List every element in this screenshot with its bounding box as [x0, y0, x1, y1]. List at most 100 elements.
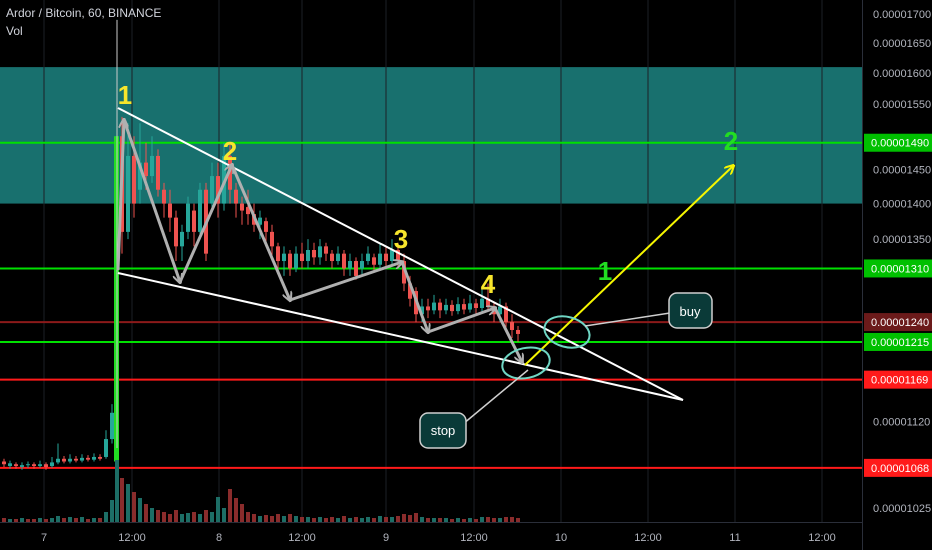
candle-body-74 [444, 304, 448, 311]
candle-body-11 [68, 458, 72, 462]
volume-bar-40 [240, 504, 244, 522]
buy-callout-label: buy [680, 304, 701, 319]
volume-indicator-label[interactable]: Vol [6, 24, 23, 38]
wave-arrow-0 [116, 120, 124, 271]
symbol-title[interactable]: Ardor / Bitcoin, 60, BINANCE [6, 6, 162, 20]
volume-bar-70 [420, 517, 424, 522]
candle-body-52 [312, 249, 316, 258]
wave-label-2: 3 [394, 224, 408, 254]
volume-bar-80 [480, 517, 484, 522]
candle-body-29 [174, 217, 178, 247]
chart-canvas: buy stop 1 2 3 4 1 2 [0, 0, 862, 522]
candle-body-46 [276, 246, 280, 262]
time-tick-5: 12:00 [460, 532, 488, 544]
wave-arrow-6 [427, 308, 495, 334]
candle-body-3 [20, 465, 24, 467]
volume-bar-15 [92, 518, 96, 522]
volume-bar-66 [396, 516, 400, 522]
stop-callout-box [419, 412, 467, 449]
price-tick-6: 0.00001400 [873, 199, 931, 211]
volume-bar-23 [138, 498, 142, 522]
candle-body-12 [74, 458, 78, 461]
candle-body-10 [62, 458, 66, 462]
price-tick-12: 0.00001120 [873, 416, 930, 428]
price-tag-bg-0 [864, 133, 932, 152]
volume-bar-72 [432, 518, 436, 522]
candle-body-6 [38, 464, 42, 467]
volume-bar-71 [426, 518, 430, 522]
candle-body-24 [144, 162, 148, 177]
volume-bar-63 [378, 516, 382, 522]
candle-body-23 [138, 162, 142, 190]
price-tag-bg-3 [864, 332, 932, 351]
volume-bar-81 [486, 517, 490, 522]
price-tag-bg-4 [864, 370, 932, 389]
price-tag-3: 0.00001215 [871, 337, 929, 349]
projection-arrow [524, 166, 733, 366]
volume-bar-18 [110, 500, 114, 522]
candle-body-51 [306, 249, 310, 262]
volume-bar-6 [38, 518, 42, 522]
volume-bar-29 [174, 510, 178, 522]
candle-body-18 [110, 412, 114, 440]
time-axis[interactable]: 7 12:00 8 12:00 9 12:00 10 12:00 11 12:00 [0, 522, 862, 550]
candle-body-35 [210, 176, 214, 204]
wave-label-4: 1 [598, 256, 612, 286]
buy-callout-pointer [584, 312, 671, 327]
volume-bar-61 [366, 517, 370, 522]
volume-bar-79 [474, 519, 478, 522]
time-tick-7: 12:00 [634, 532, 662, 544]
price-tag-4: 0.00001169 [871, 375, 928, 387]
price-tag-bg-2 [864, 313, 932, 332]
volume-bar-54 [324, 518, 328, 522]
price-axis[interactable]: 0.00001700 0.00001650 0.00001600 0.00001550… [862, 0, 932, 550]
time-tick-9: 12:00 [808, 532, 836, 544]
price-tick-14: 0.00001025 [873, 503, 931, 515]
candle-body-39 [234, 189, 238, 204]
candle-body-77 [462, 304, 466, 310]
candle-body-49 [294, 253, 298, 269]
candle-body-28 [168, 203, 172, 218]
volume-bar-47 [282, 516, 286, 522]
candle-body-31 [186, 203, 190, 232]
price-tag-bg-5 [864, 458, 932, 477]
volume-bar-52 [312, 518, 316, 522]
volume-bar-5 [32, 519, 36, 522]
candle-body-14 [86, 457, 90, 460]
volume-bar-20 [120, 478, 124, 522]
time-tick-1: 12:00 [118, 532, 146, 544]
volume-bar-38 [228, 489, 232, 522]
time-tick-8: 11 [729, 532, 740, 544]
candle-body-55 [330, 253, 334, 262]
price-chart[interactable]: buy stop 1 2 3 4 1 2 Ardor / Bitcoin, 60, BINAN… [0, 0, 862, 522]
candle-body-32 [192, 210, 196, 232]
candle-body-15 [92, 456, 96, 460]
wave-arrow-4 [289, 262, 402, 302]
candle-body-68 [408, 283, 412, 299]
volume-bar-45 [270, 516, 274, 522]
stop-callout-label: stop [431, 423, 456, 438]
volume-bar-46 [276, 514, 280, 522]
volume-bar-22 [132, 492, 136, 522]
volume-bar-12 [74, 518, 78, 522]
candle-body-60 [360, 261, 364, 269]
candle-body-65 [390, 249, 394, 262]
candle-body-58 [348, 261, 352, 269]
candle-body-43 [258, 217, 262, 225]
volume-bar-39 [234, 498, 238, 522]
volume-bar-1 [8, 519, 12, 522]
volume-bar-73 [438, 518, 442, 522]
volume-bar-44 [264, 515, 268, 522]
buy-callout-box [668, 292, 713, 329]
wave-arrow-5 [400, 261, 428, 332]
wave-arrow-7 [493, 307, 522, 362]
candle-body-81 [486, 298, 490, 307]
candle-body-75 [450, 304, 454, 312]
candle-body-56 [336, 253, 340, 262]
volume-bar-34 [204, 510, 208, 522]
price-tag-0: 0.00001490 [871, 138, 929, 150]
volume-bar-9 [56, 516, 60, 522]
candle-body-45 [270, 231, 274, 247]
candle-body-22 [132, 155, 136, 204]
